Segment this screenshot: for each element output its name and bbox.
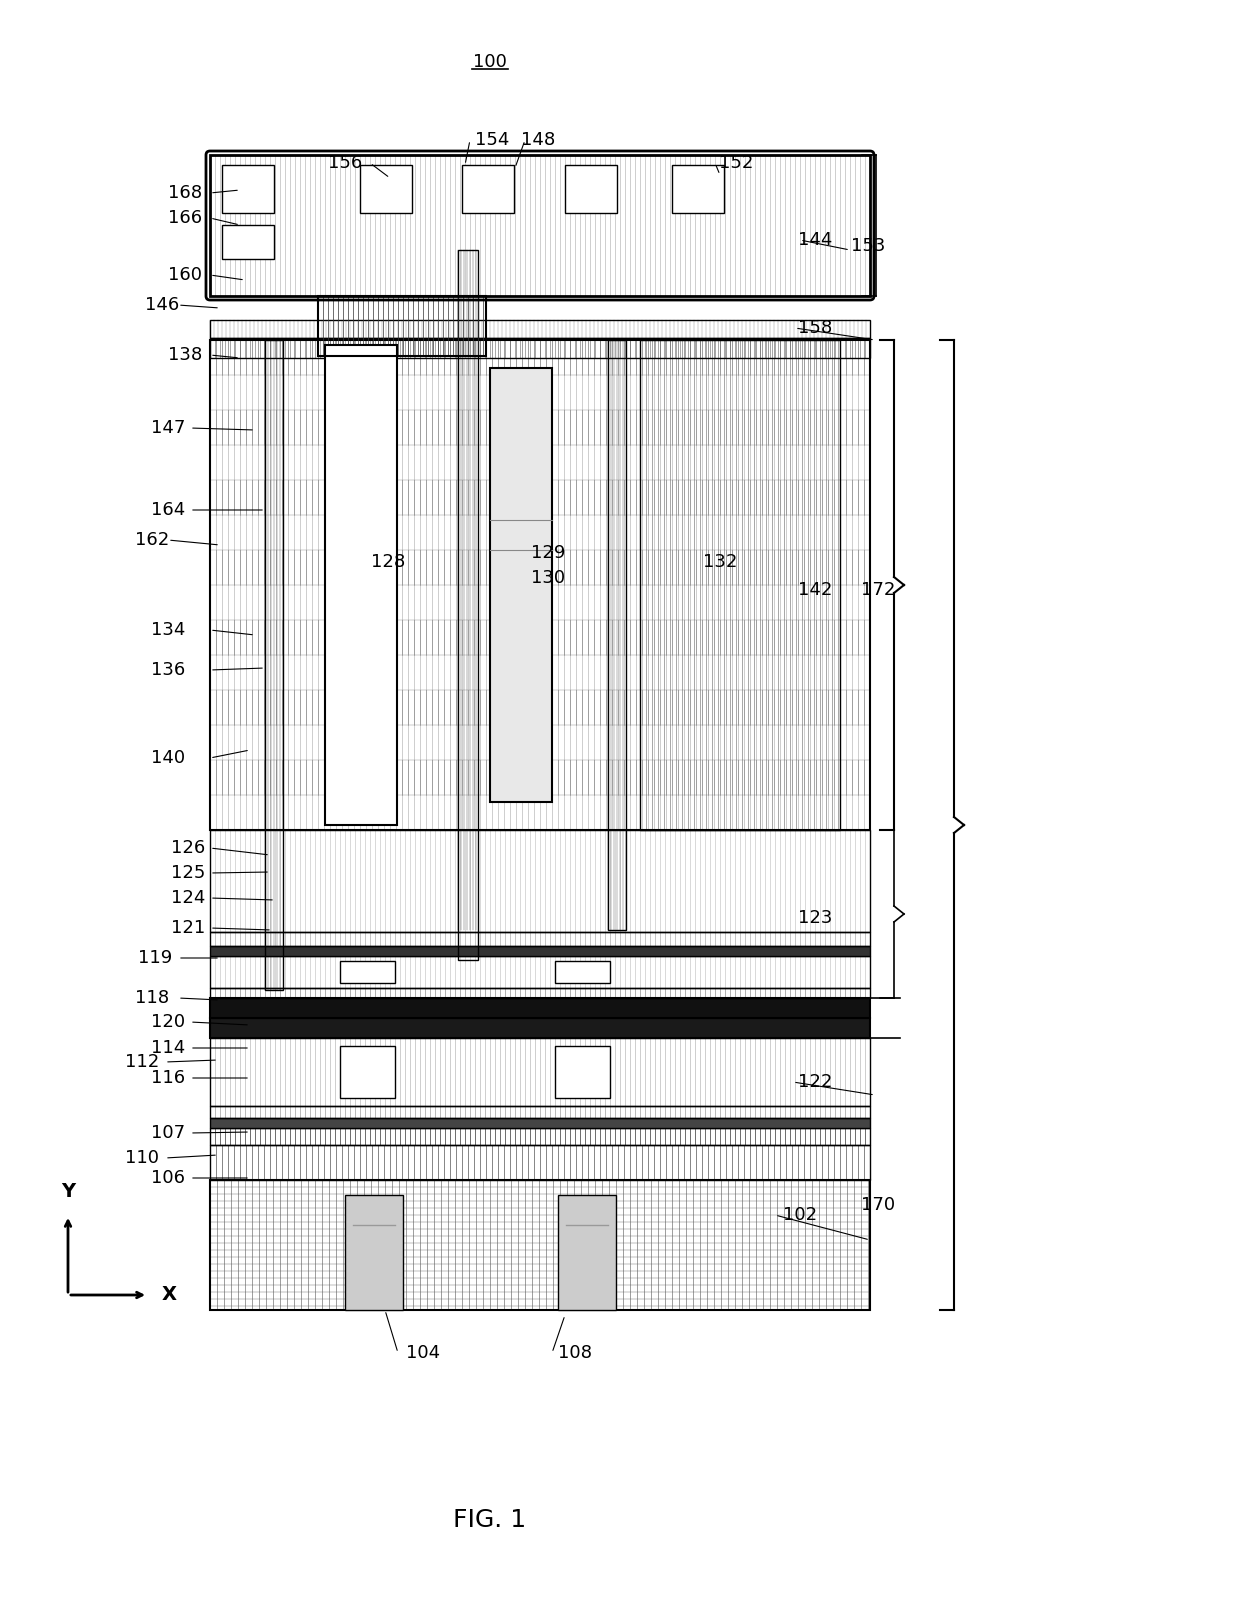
Text: 154: 154 <box>475 131 510 149</box>
Bar <box>210 998 870 1017</box>
Text: 128: 128 <box>371 553 405 570</box>
Text: 112: 112 <box>125 1053 159 1072</box>
Bar <box>222 165 274 213</box>
Text: 132: 132 <box>703 553 738 570</box>
Text: 162: 162 <box>135 530 169 549</box>
Text: 125: 125 <box>171 863 205 883</box>
Text: 153: 153 <box>851 237 885 255</box>
Text: 110: 110 <box>125 1149 159 1166</box>
Text: 168: 168 <box>167 184 202 202</box>
Text: 138: 138 <box>167 346 202 364</box>
Text: 140: 140 <box>151 750 185 767</box>
Text: 170: 170 <box>861 1197 895 1214</box>
Bar <box>210 340 870 830</box>
Bar <box>558 1195 616 1310</box>
Text: 172: 172 <box>861 582 895 599</box>
Text: 106: 106 <box>151 1169 185 1187</box>
Bar <box>210 1017 870 1038</box>
Bar <box>556 961 610 984</box>
Bar <box>345 1195 403 1310</box>
Text: 114: 114 <box>151 1040 185 1057</box>
Text: FIG. 1: FIG. 1 <box>454 1507 527 1532</box>
Bar <box>210 1145 870 1181</box>
Bar <box>672 165 724 213</box>
Bar <box>210 932 870 947</box>
Bar <box>210 947 870 956</box>
Text: 102: 102 <box>782 1206 817 1224</box>
Text: 129: 129 <box>531 545 565 562</box>
Bar <box>210 830 870 932</box>
Bar <box>210 1128 870 1145</box>
Bar <box>210 1181 870 1310</box>
Text: 142: 142 <box>797 582 832 599</box>
Bar <box>608 340 626 931</box>
Text: 158: 158 <box>797 319 832 336</box>
Text: 120: 120 <box>151 1012 185 1032</box>
Bar <box>640 340 839 830</box>
Text: 148: 148 <box>521 131 556 149</box>
Text: 104: 104 <box>405 1344 440 1362</box>
Text: 156: 156 <box>327 154 362 171</box>
Text: 107: 107 <box>151 1125 185 1142</box>
Bar <box>317 296 486 356</box>
Text: 123: 123 <box>797 908 832 928</box>
Bar <box>463 165 515 213</box>
Text: 134: 134 <box>151 622 185 639</box>
Bar <box>210 988 870 998</box>
Text: 126: 126 <box>171 839 205 857</box>
Text: 130: 130 <box>531 569 565 586</box>
Bar <box>360 165 412 213</box>
Text: 119: 119 <box>138 948 172 968</box>
Bar <box>210 1038 870 1105</box>
Text: 124: 124 <box>171 889 205 907</box>
Text: 164: 164 <box>151 501 185 519</box>
Text: 136: 136 <box>151 662 185 679</box>
Bar <box>340 961 396 984</box>
Bar <box>490 368 552 803</box>
Text: 100: 100 <box>474 53 507 70</box>
Bar <box>210 956 870 988</box>
Text: 118: 118 <box>135 988 169 1008</box>
Text: 160: 160 <box>167 266 202 284</box>
Bar <box>325 344 397 825</box>
Bar <box>222 224 274 260</box>
Text: 144: 144 <box>797 231 832 248</box>
Text: 122: 122 <box>797 1073 832 1091</box>
Text: 116: 116 <box>151 1069 185 1088</box>
Text: 108: 108 <box>558 1344 591 1362</box>
Text: 121: 121 <box>171 920 205 937</box>
Bar <box>210 155 870 296</box>
Bar <box>210 1118 870 1128</box>
Text: 147: 147 <box>151 420 185 437</box>
Bar <box>210 338 870 357</box>
Text: 146: 146 <box>145 296 179 314</box>
Bar <box>340 1046 396 1097</box>
Bar <box>210 320 870 338</box>
Text: 152: 152 <box>719 154 753 171</box>
Text: 166: 166 <box>167 208 202 227</box>
Text: Y: Y <box>61 1182 76 1202</box>
Text: X: X <box>162 1285 177 1304</box>
Bar <box>556 1046 610 1097</box>
Bar <box>565 165 618 213</box>
Bar <box>265 340 283 990</box>
Bar <box>210 1105 870 1118</box>
Bar <box>458 250 477 960</box>
